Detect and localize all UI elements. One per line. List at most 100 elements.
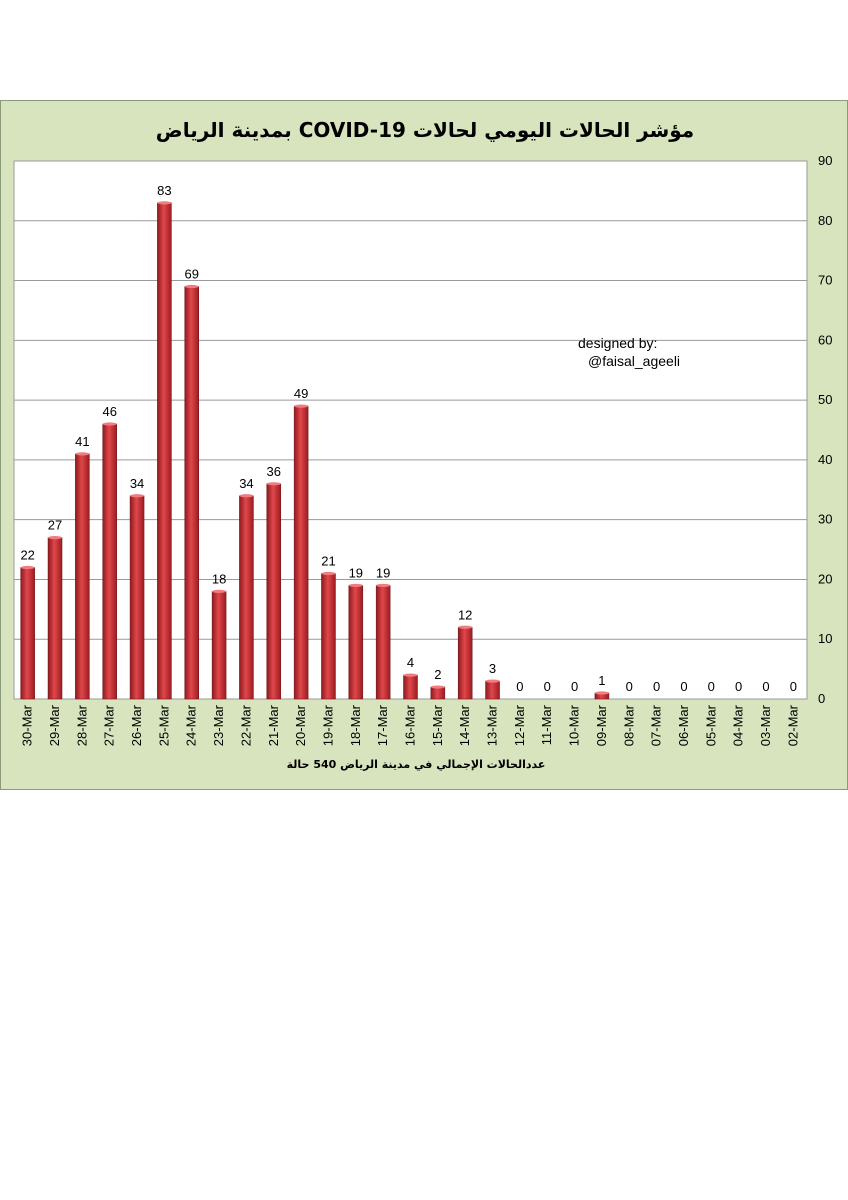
y-tick-label: 20 xyxy=(818,571,832,586)
y-tick-label: 70 xyxy=(818,273,832,288)
x-tick-label: 28-Mar xyxy=(74,704,89,746)
designer-credit-line1: designed by: xyxy=(578,335,657,351)
x-tick-label: 07-Mar xyxy=(649,704,664,746)
data-label: 36 xyxy=(267,464,281,479)
data-label: 12 xyxy=(458,607,472,622)
y-tick-label: 10 xyxy=(818,631,832,646)
x-tick-label: 19-Mar xyxy=(320,704,335,746)
x-tick-label: 26-Mar xyxy=(129,704,144,746)
x-tick-label: 29-Mar xyxy=(47,704,62,746)
bar xyxy=(348,585,364,700)
x-tick-label: 17-Mar xyxy=(375,704,390,746)
bar xyxy=(47,537,63,700)
data-label: 18 xyxy=(212,571,226,586)
bar xyxy=(239,495,254,700)
x-tick-label: 05-Mar xyxy=(703,704,718,746)
data-label: 1 xyxy=(598,673,605,688)
bar-cap xyxy=(75,452,90,456)
bar xyxy=(485,680,500,700)
data-label: 0 xyxy=(626,679,633,694)
x-tick-label: 21-Mar xyxy=(266,704,281,746)
chart-title: مؤشر الحالات اليومي لحالات COVID-19 بمدي… xyxy=(156,118,694,143)
y-tick-label: 60 xyxy=(818,332,832,347)
data-label: 34 xyxy=(130,476,144,491)
x-tick-label: 02-Mar xyxy=(785,704,800,746)
x-tick-label: 10-Mar xyxy=(567,704,582,746)
bar xyxy=(184,286,199,700)
x-tick-label: 30-Mar xyxy=(20,704,35,746)
data-label: 0 xyxy=(653,679,660,694)
bar-cap xyxy=(20,565,35,570)
bar xyxy=(321,573,336,700)
data-label: 2 xyxy=(434,667,441,682)
data-label: 22 xyxy=(20,547,34,562)
y-tick-label: 30 xyxy=(818,512,832,527)
data-label: 27 xyxy=(48,518,62,533)
data-label: 19 xyxy=(376,565,390,580)
x-tick-label: 20-Mar xyxy=(293,704,308,746)
y-tick-label: 80 xyxy=(818,213,832,228)
data-label: 49 xyxy=(294,386,308,401)
bar-cap xyxy=(212,589,227,593)
designer-credit-handle: @faisal_ageeli xyxy=(588,353,680,369)
x-tick-label: 18-Mar xyxy=(348,704,363,746)
bar xyxy=(375,585,391,700)
bar xyxy=(430,686,446,700)
x-tick-label: 12-Mar xyxy=(512,704,527,746)
x-tick-label: 06-Mar xyxy=(676,704,691,746)
bar-cap xyxy=(239,494,254,498)
x-tick-label: 27-Mar xyxy=(102,704,117,746)
x-tick-label: 22-Mar xyxy=(238,704,253,746)
bar-cap xyxy=(184,284,199,289)
bar-cap xyxy=(348,583,363,588)
data-label: 3 xyxy=(489,661,496,676)
x-tick-label: 13-Mar xyxy=(485,704,500,746)
bar xyxy=(102,423,117,700)
x-tick-label: 03-Mar xyxy=(758,704,773,746)
bar xyxy=(403,674,418,700)
bar-cap xyxy=(458,625,473,629)
plot-area xyxy=(13,160,808,700)
x-tick-label: 11-Mar xyxy=(539,704,554,745)
bar-cap xyxy=(294,404,309,408)
data-label: 41 xyxy=(75,434,89,449)
x-tick-label: 04-Mar xyxy=(731,704,746,746)
data-label: 0 xyxy=(735,679,742,694)
bar-cap xyxy=(266,482,281,486)
x-tick-label: 24-Mar xyxy=(184,704,199,746)
x-tick-label: 14-Mar xyxy=(457,704,472,746)
bar-cap xyxy=(157,201,172,205)
data-label: 0 xyxy=(680,679,687,694)
y-tick-label: 40 xyxy=(818,452,832,467)
bar-cap xyxy=(130,494,145,498)
x-axis-title: عددالحالات الإجمالي في مدينة الرياض 540 … xyxy=(287,758,546,771)
data-label: 46 xyxy=(102,404,116,419)
x-tick-label: 25-Mar xyxy=(156,704,171,746)
data-label: 0 xyxy=(790,679,797,694)
data-label: 0 xyxy=(762,679,769,694)
data-labels: 22 27 41 46 34 83 69 18 34 36 49 21 19 19 4 2 12 3 0 0 0 1 0 0 0… xyxy=(20,183,797,694)
bar xyxy=(129,495,145,700)
data-label: 0 xyxy=(544,679,551,694)
y-tick-label: 50 xyxy=(818,392,832,407)
bar xyxy=(157,202,172,700)
bar-cap xyxy=(485,679,500,683)
chart-panel: 22 27 41 46 34 83 69 18 34 36 49 21 19 19 4 2 12 3 0 0 0 1 0 0 0… xyxy=(0,100,848,790)
bar-cap xyxy=(48,536,63,540)
y-tick-label: 0 xyxy=(818,691,825,706)
bar xyxy=(293,405,309,700)
bar-cap xyxy=(321,571,336,576)
data-label: 83 xyxy=(157,183,171,198)
bar-cap xyxy=(102,422,117,426)
data-label: 4 xyxy=(407,655,414,670)
bar xyxy=(75,453,90,700)
data-label: 19 xyxy=(349,565,363,580)
x-tick-label: 15-Mar xyxy=(430,704,445,746)
x-tick-label: 09-Mar xyxy=(594,704,609,746)
x-tick-label: 16-Mar xyxy=(403,704,418,746)
data-label: 21 xyxy=(321,553,335,568)
bar-cap xyxy=(376,583,391,588)
data-label: 34 xyxy=(239,476,253,491)
data-label: 0 xyxy=(708,679,715,694)
